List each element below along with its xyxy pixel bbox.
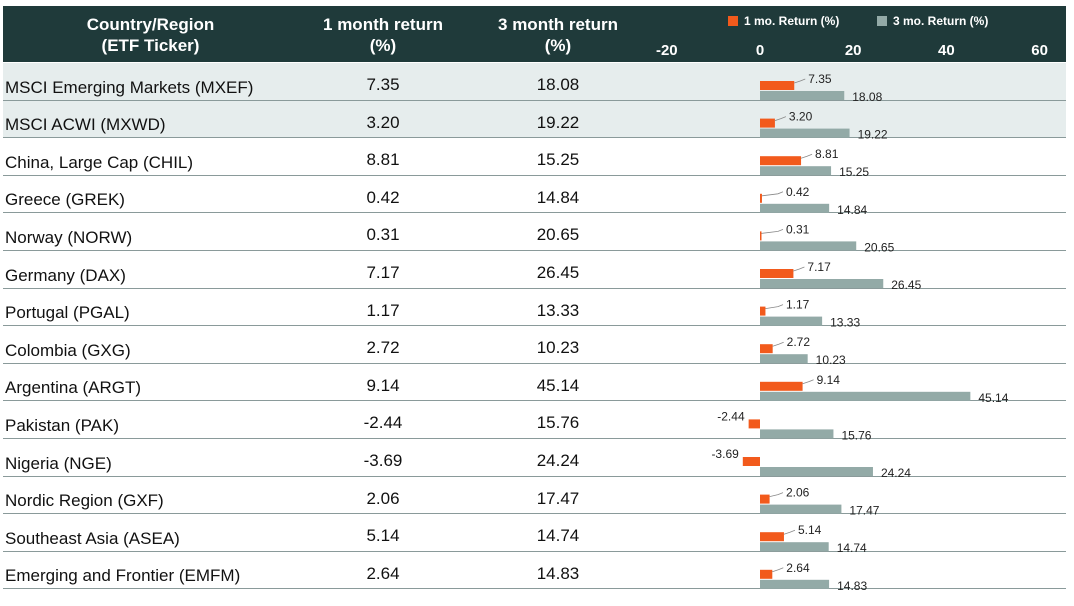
country-name: Germany (DAX): [5, 265, 126, 285]
table-row: Pakistan (PAK) -2.44 15.76: [3, 401, 1066, 439]
three-month-value: 19.22: [536, 112, 580, 132]
x-tick-label: 40: [938, 42, 955, 59]
three-month-value: 14.84: [536, 187, 580, 207]
one-month-value: 0.31: [366, 225, 400, 245]
table-row: Nigeria (NGE) -3.69 24.24: [3, 439, 1066, 477]
country-name: MSCI ACWI (MXWD): [5, 115, 166, 135]
table-row: China, Large Cap (CHIL) 8.81 15.25: [3, 138, 1066, 176]
country-name: Argentina (ARGT): [5, 378, 142, 398]
one-month-value: 7.17: [366, 263, 400, 282]
header-1month: 1 month return (%): [293, 14, 473, 56]
header-country-line1: Country/Region: [86, 15, 215, 34]
table-row: Southeast Asia (ASEA) 5.14 14.74: [3, 514, 1066, 552]
table-row: MSCI ACWI (MXWD) 3.20 19.22: [3, 100, 1066, 139]
country-name: China, Large Cap (CHIL): [5, 152, 194, 172]
table-row: Argentina (ARGT) 9.14 45.14: [3, 364, 1066, 402]
one-month-value: 2.64: [366, 563, 400, 583]
header-3month: 3 month return (%): [468, 14, 648, 56]
table-row: Greece (GREK) 0.42 14.84: [3, 176, 1066, 214]
country-name: Greece (GREK): [5, 190, 125, 210]
country-name: Pakistan (PAK): [5, 415, 120, 435]
three-month-value: 10.23: [536, 338, 580, 358]
country-name: Nordic Region (GXF): [5, 491, 164, 511]
one-month-value: 2.06: [366, 488, 400, 508]
table-row: Portugal (PGAL) 1.17 13.33: [3, 289, 1066, 327]
table-row: Norway (NORW) 0.31 20.65: [3, 213, 1066, 251]
three-month-value: 15.25: [536, 150, 580, 170]
country-name: MSCI Emerging Markets (MXEF): [5, 77, 254, 97]
header-country: Country/Region (ETF Ticker): [43, 14, 258, 56]
one-month-value: 1.17: [366, 300, 400, 320]
table-row: Germany (DAX) 7.17 26.45: [3, 251, 1066, 289]
one-month-value: -2.44: [363, 413, 403, 433]
x-tick-label: -20: [655, 42, 678, 59]
table-row: Colombia (GXG) 2.72 10.23: [3, 326, 1066, 364]
one-month-value: 9.14: [366, 375, 400, 395]
legend-1month-swatch: [728, 16, 738, 26]
one-month-value: 7.35: [366, 75, 400, 94]
three-month-value: 26.45: [536, 263, 580, 282]
three-month-value: 18.08: [536, 75, 580, 94]
header-3month-line2: (%): [544, 36, 572, 55]
one-month-value: 8.81: [366, 150, 400, 170]
legend-3month-label: 3 mo. Return (%): [893, 14, 989, 28]
one-month-value: -3.69: [363, 451, 403, 470]
three-month-value: 15.76: [536, 413, 580, 433]
table-row: MSCI Emerging Markets (MXEF) 7.35 18.08: [3, 63, 1066, 101]
header-1month-line1: 1 month return: [323, 15, 443, 34]
three-month-value: 24.24: [536, 451, 580, 470]
three-month-value: 45.14: [536, 375, 580, 395]
three-month-value: 14.83: [536, 563, 580, 583]
x-tick-label: 0: [755, 42, 765, 59]
one-month-value: 5.14: [366, 526, 400, 546]
one-month-value: 2.72: [366, 338, 400, 358]
country-name: Norway (NORW): [5, 227, 133, 247]
country-name: Colombia (GXG): [5, 340, 131, 360]
x-tick-label: 20: [844, 42, 862, 59]
three-month-value: 17.47: [536, 488, 580, 508]
x-tick-label: 60: [1031, 42, 1048, 59]
country-name: Nigeria (NGE): [5, 453, 112, 473]
header-1month-line2: (%): [369, 36, 397, 55]
table-row: Nordic Region (GXF) 2.06 17.47: [3, 477, 1066, 515]
table-header: Country/Region (ETF Ticker) 1 month retu…: [3, 6, 1066, 62]
one-month-value: 3.20: [366, 112, 400, 132]
legend-1month-label: 1 mo. Return (%): [744, 14, 840, 28]
country-name: Emerging and Frontier (EMFM): [5, 566, 241, 586]
table-row: Emerging and Frontier (EMFM) 2.64 14.83: [3, 552, 1066, 590]
header-3month-line1: 3 month return: [498, 15, 618, 34]
three-month-value: 20.65: [536, 225, 580, 245]
country-name: Southeast Asia (ASEA): [5, 528, 180, 548]
header-country-line2: (ETF Ticker): [101, 36, 200, 55]
country-name: Portugal (PGAL): [5, 303, 130, 323]
three-month-value: 14.74: [536, 526, 580, 546]
three-month-value: 13.33: [536, 300, 580, 320]
one-month-value: 0.42: [366, 187, 400, 207]
legend-3month-swatch: [877, 16, 887, 26]
